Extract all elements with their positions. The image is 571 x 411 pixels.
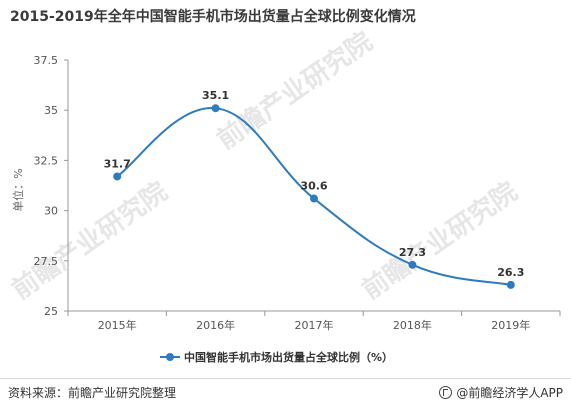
- data-point: [211, 104, 220, 113]
- x-tick-label: 2015年: [98, 318, 137, 332]
- data-point: [506, 280, 515, 289]
- chart-title: 2015-2019年全年中国智能手机市场出货量占全球比例变化情况: [10, 9, 416, 25]
- y-tick-label: 37.5: [34, 54, 59, 67]
- watermark: 前瞻产业研究院: [6, 176, 173, 306]
- legend: 中国智能手机市场出货量占全球比例（%）: [160, 350, 393, 364]
- watermark-layer: 前瞻产业研究院 前瞻产业研究院 前瞻产业研究院: [6, 26, 523, 306]
- data-label: 30.6: [300, 180, 327, 193]
- y-tick-label: 35: [44, 104, 58, 117]
- data-label: 35.1: [202, 89, 229, 102]
- data-point: [113, 172, 122, 181]
- data-point: [408, 260, 417, 269]
- x-tick-label: 2018年: [393, 318, 432, 332]
- y-tick-label: 30: [44, 205, 58, 218]
- axes: 25 27.5 30 32.5 35 37.5 2015年 2016年 2017年 2018年 20…: [34, 54, 561, 332]
- x-tick-label: 2019年: [491, 318, 530, 332]
- x-tick-label: 2017年: [295, 318, 334, 332]
- brand-text: @前瞻经济学人APP: [456, 386, 563, 400]
- legend-marker: [166, 353, 174, 361]
- series-line: [116, 107, 511, 286]
- data-point: [310, 194, 318, 203]
- y-axis-label: 单位：%: [11, 168, 25, 211]
- data-label: 31.7: [104, 157, 131, 170]
- y-tick-label: 27.5: [34, 255, 59, 268]
- y-tick-label: 32.5: [34, 154, 59, 167]
- watermark: 前瞻产业研究院: [211, 26, 378, 156]
- data-label: 26.3: [497, 266, 524, 279]
- legend-label: 中国智能手机市场出货量占全球比例（%）: [184, 350, 393, 364]
- footer-divider: [0, 378, 571, 379]
- brand-logo-icon: [439, 386, 453, 399]
- x-tick-label: 2016年: [196, 318, 235, 332]
- y-tick-label: 25: [44, 305, 58, 318]
- watermark: 前瞻产业研究院: [356, 176, 523, 306]
- brand-credit: @前瞻经济学人APP: [439, 384, 563, 401]
- source-note: 资料来源：前瞻产业研究院整理: [8, 386, 177, 400]
- data-label: 27.3: [399, 246, 426, 259]
- plot-area: 31.7 35.1 30.6 27.3 26.3: [104, 89, 524, 289]
